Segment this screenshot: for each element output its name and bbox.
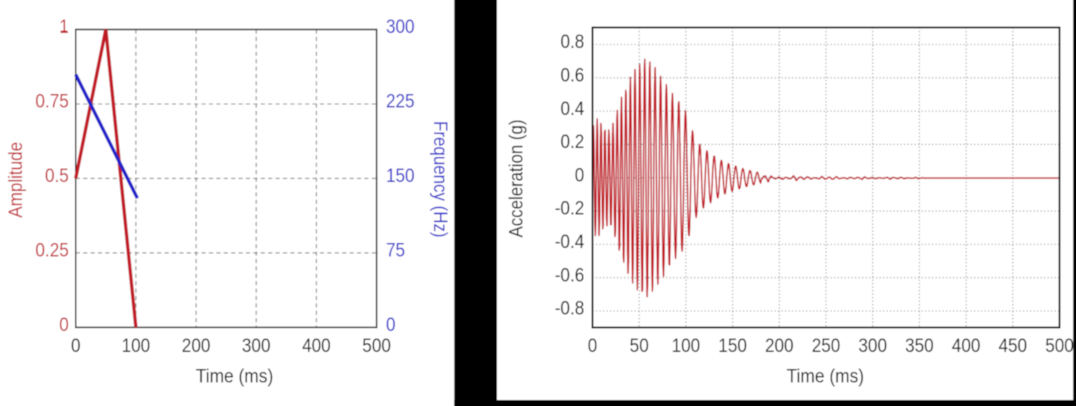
svg-text:225: 225 bbox=[386, 91, 415, 113]
svg-text:0: 0 bbox=[386, 314, 396, 336]
svg-text:100: 100 bbox=[122, 335, 151, 357]
svg-text:0.2: 0.2 bbox=[561, 131, 585, 153]
svg-text:-0.2: -0.2 bbox=[555, 198, 585, 220]
svg-text:-0.6: -0.6 bbox=[555, 264, 585, 286]
svg-text:200: 200 bbox=[182, 335, 211, 357]
svg-text:400: 400 bbox=[302, 335, 331, 357]
svg-text:0: 0 bbox=[71, 335, 81, 357]
svg-text:0.75: 0.75 bbox=[35, 91, 68, 113]
svg-text:Frequency (Hz): Frequency (Hz) bbox=[429, 121, 450, 238]
svg-text:0.5: 0.5 bbox=[45, 165, 69, 187]
svg-text:0: 0 bbox=[59, 314, 69, 336]
svg-text:0.4: 0.4 bbox=[561, 98, 585, 120]
svg-text:300: 300 bbox=[386, 16, 415, 38]
svg-text:Acceleration (g): Acceleration (g) bbox=[507, 120, 528, 238]
svg-text:350: 350 bbox=[905, 335, 934, 357]
svg-text:75: 75 bbox=[386, 240, 405, 262]
svg-text:400: 400 bbox=[952, 335, 981, 357]
svg-text:450: 450 bbox=[999, 335, 1028, 357]
svg-text:-0.4: -0.4 bbox=[555, 231, 585, 253]
svg-text:0.8: 0.8 bbox=[561, 31, 585, 53]
svg-text:200: 200 bbox=[765, 335, 794, 357]
svg-text:0.25: 0.25 bbox=[35, 240, 68, 262]
svg-text:500: 500 bbox=[1045, 335, 1074, 357]
svg-text:100: 100 bbox=[672, 335, 701, 357]
svg-text:1: 1 bbox=[59, 16, 69, 38]
svg-text:50: 50 bbox=[630, 335, 649, 357]
svg-text:Time (ms): Time (ms) bbox=[787, 366, 865, 387]
svg-text:300: 300 bbox=[858, 335, 887, 357]
svg-text:150: 150 bbox=[718, 335, 747, 357]
svg-text:300: 300 bbox=[242, 335, 271, 357]
svg-text:250: 250 bbox=[812, 335, 841, 357]
svg-text:0: 0 bbox=[575, 164, 585, 186]
svg-text:0: 0 bbox=[588, 335, 598, 357]
svg-text:Amplitude: Amplitude bbox=[6, 142, 27, 218]
svg-text:0.6: 0.6 bbox=[561, 65, 585, 87]
svg-text:-0.8: -0.8 bbox=[555, 298, 585, 320]
svg-text:150: 150 bbox=[386, 165, 415, 187]
svg-text:500: 500 bbox=[362, 335, 391, 357]
svg-text:Time (ms): Time (ms) bbox=[196, 366, 274, 387]
